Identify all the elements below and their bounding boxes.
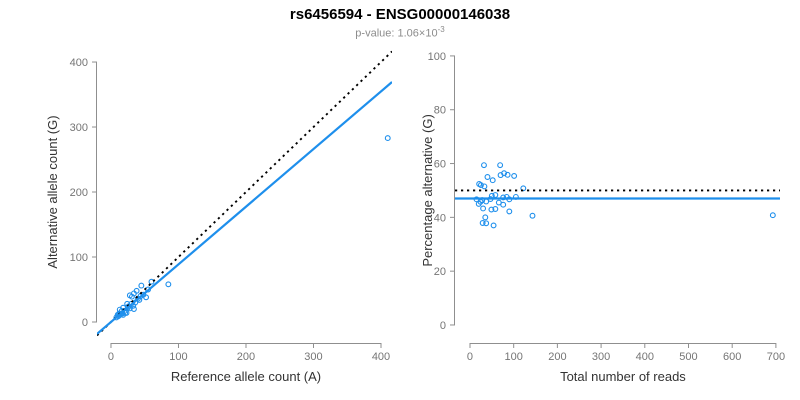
y-tick-label: 20 xyxy=(434,266,446,278)
y-tick-label: 80 xyxy=(434,105,446,117)
data-point xyxy=(489,177,496,184)
regression-line xyxy=(97,81,392,335)
data-point xyxy=(490,222,497,229)
p-value-text: p-value: 1.06×10 xyxy=(355,27,438,40)
data-point xyxy=(477,182,484,189)
x-tick-label: 400 xyxy=(636,351,654,363)
identity-line xyxy=(97,50,392,337)
y-tick-label: 60 xyxy=(434,159,446,171)
allele-counts-scatter: 0 100 200 300 400 0 100 200 300 400 Reference alle… xyxy=(45,50,392,384)
p-value-subtitle: p-value: 1.06×10-3 xyxy=(0,25,800,40)
y-tick-label: 40 xyxy=(434,212,446,224)
x-tick-label: 0 xyxy=(467,351,473,363)
x-tick-label: 300 xyxy=(592,351,610,363)
y-tick-label: 100 xyxy=(428,51,446,63)
x-axis-title: Total number of reads xyxy=(560,369,686,384)
data-points xyxy=(113,135,391,321)
y-tick-label: 100 xyxy=(70,252,88,264)
x-tick-label: 200 xyxy=(237,351,255,363)
percentage-scatter: 0 100 200 300 400 500 600 700 0 20 40 60 80 100 Total … xyxy=(420,51,785,384)
data-point xyxy=(504,171,511,178)
tick-labels: 0 100 200 300 400 0 100 200 300 400 xyxy=(70,57,391,363)
y-axis-title: Percentage alternative (G) xyxy=(420,114,435,266)
y-tick-label: 200 xyxy=(70,187,88,199)
data-point xyxy=(492,206,499,212)
data-point xyxy=(130,306,137,312)
y-tick-label: 0 xyxy=(82,317,88,329)
x-tick-label: 100 xyxy=(505,351,523,363)
data-point xyxy=(488,206,495,213)
data-point xyxy=(506,208,513,215)
data-point xyxy=(143,294,150,301)
data-point xyxy=(384,135,391,142)
data-point xyxy=(138,282,145,289)
data-point xyxy=(123,309,130,316)
x-tick-label: 200 xyxy=(548,351,566,363)
axes xyxy=(92,61,382,348)
data-points xyxy=(473,162,776,229)
data-point xyxy=(165,281,172,288)
data-point xyxy=(481,162,487,169)
data-point xyxy=(520,185,527,192)
data-point xyxy=(511,172,518,179)
x-tick-label: 100 xyxy=(169,351,187,363)
p-value-exponent: -3 xyxy=(437,25,445,34)
data-point xyxy=(133,287,140,294)
y-tick-label: 400 xyxy=(70,57,88,69)
data-point xyxy=(484,174,491,180)
tick-labels: 0 100 200 300 400 500 600 700 0 20 40 60 80 100 xyxy=(428,51,785,363)
data-point xyxy=(480,205,487,212)
data-point xyxy=(482,214,489,221)
axes xyxy=(450,55,777,348)
x-tick-label: 500 xyxy=(679,351,697,363)
data-point xyxy=(483,220,490,227)
data-point xyxy=(529,212,536,219)
x-tick-label: 600 xyxy=(723,351,741,363)
data-point xyxy=(769,212,776,219)
page-title: rs6456594 - ENSG00000146038 xyxy=(289,6,511,23)
data-point xyxy=(481,183,488,190)
y-tick-label: 0 xyxy=(440,320,446,332)
data-point xyxy=(479,220,486,226)
data-point xyxy=(500,201,507,208)
x-axis-title: Reference allele count (A) xyxy=(171,369,321,384)
data-point xyxy=(497,162,504,169)
x-tick-label: 400 xyxy=(372,351,390,363)
x-tick-label: 0 xyxy=(108,351,114,363)
x-tick-label: 300 xyxy=(304,351,322,363)
y-axis-title: Alternative allele count (G) xyxy=(45,115,60,268)
y-tick-label: 300 xyxy=(70,122,88,134)
x-tick-label: 700 xyxy=(767,351,785,363)
